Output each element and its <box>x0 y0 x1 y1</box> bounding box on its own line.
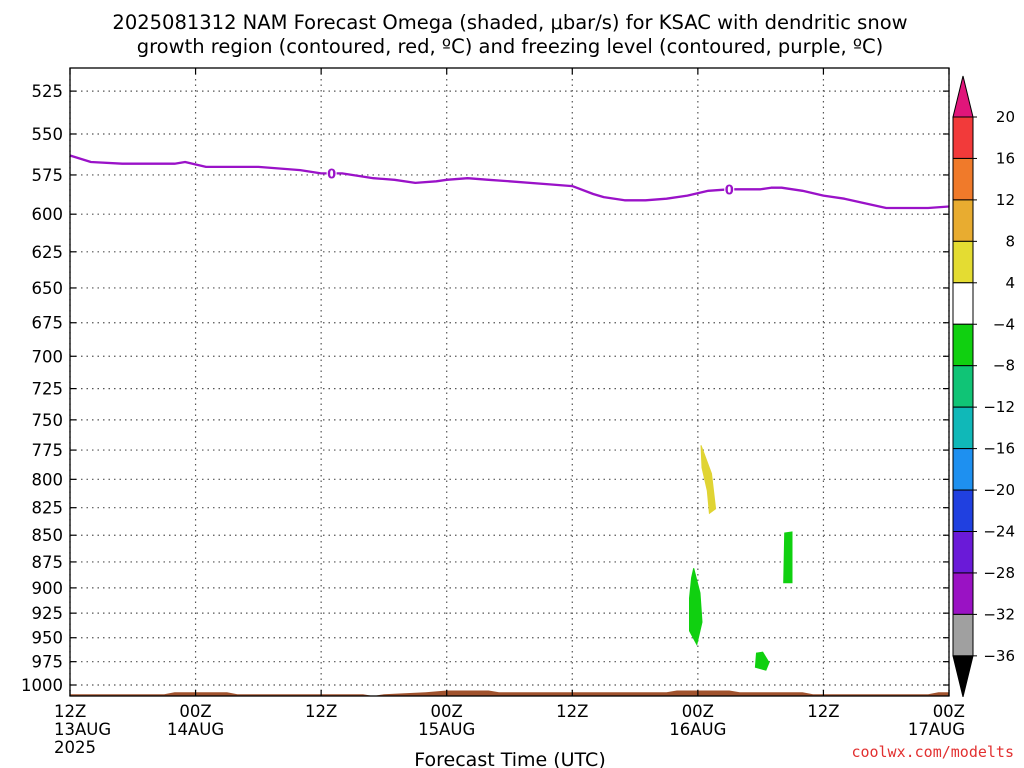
y-tick-label: 1000 <box>21 676 63 695</box>
colorbar-bin <box>952 406 974 450</box>
freezing-level-label: 0 <box>725 183 734 198</box>
colorbar-label: −4 <box>993 315 1015 333</box>
colorbar-min-arrow <box>952 655 974 697</box>
colorbar-bin <box>952 613 974 657</box>
y-tick-label: 650 <box>32 279 64 298</box>
chart-title-line-1: 2025081312 NAM Forecast Omega (shaded, μ… <box>112 11 907 34</box>
x-tick-label: 12Z <box>807 702 839 721</box>
freezing-level-contour: 00 <box>69 154 950 210</box>
x-tick-date: 17AUG <box>908 720 965 739</box>
freezing-label-bg-1 <box>724 182 735 197</box>
x-tick-date: 13AUG <box>54 720 111 739</box>
colorbar-label: −24 <box>983 523 1015 541</box>
y-tick-label: 825 <box>32 499 64 518</box>
surface-terrain <box>70 690 949 696</box>
y-tick-label: 875 <box>32 553 64 572</box>
x-tick-date: 16AUG <box>669 720 726 739</box>
x-tick-label: 00Z <box>933 702 965 721</box>
colorbar-bin <box>952 323 974 367</box>
omega-region-3 <box>754 651 770 671</box>
y-tick-label: 600 <box>32 205 64 224</box>
colorbar-label: −28 <box>983 564 1015 582</box>
y-tick-label: 775 <box>32 441 64 460</box>
colorbar: 20 16 12 8 4 −4 −8 −12 −16 −20 −24 −28 −32 −36 <box>952 75 1015 697</box>
y-tick-label: 675 <box>32 314 64 333</box>
colorbar-label: −16 <box>983 440 1015 458</box>
chart-title-line-2: growth region (contoured, red, ºC) and f… <box>137 35 884 58</box>
surface-fill <box>70 690 949 696</box>
colorbar-bin <box>952 531 974 574</box>
freezing-level-label: 0 <box>327 167 336 182</box>
colorbar-label: 12 <box>996 191 1015 209</box>
x-tick-year: 2025 <box>54 738 96 757</box>
colorbar-label: −20 <box>983 481 1015 499</box>
colorbar-label: 20 <box>996 108 1015 126</box>
colorbar-label: −8 <box>993 357 1015 375</box>
omega-region-2 <box>783 531 793 584</box>
y-tick-label: 700 <box>32 347 64 366</box>
colorbar-bin <box>952 448 974 491</box>
colorbar-bin <box>952 157 974 201</box>
y-tick-label: 800 <box>32 470 64 489</box>
y-tick-label: 575 <box>32 166 64 185</box>
colorbar-max-arrow <box>952 75 974 118</box>
omega-shading <box>689 445 793 671</box>
freezing-level-line <box>69 154 950 210</box>
freezing-label-bg-0 <box>326 166 337 181</box>
x-tick-date: 14AUG <box>167 720 224 739</box>
x-tick-label: 00Z <box>682 702 714 721</box>
plot-frame <box>69 67 950 697</box>
pressure-axis: 525 550 575 600 625 650 675 700 725 750 775 800 825 8… <box>21 82 949 695</box>
colorbar-bin <box>952 282 974 325</box>
colorbar-bin <box>952 199 974 242</box>
x-axis-label: Forecast Time (UTC) <box>414 749 605 768</box>
y-tick-label: 925 <box>32 604 64 623</box>
x-tick-label: 12Z <box>305 702 337 721</box>
credit-link[interactable]: coolwx.com/modelts <box>851 743 1014 761</box>
colorbar-label: 16 <box>996 149 1015 167</box>
colorbar-label: −12 <box>983 398 1015 416</box>
colorbar-label: −32 <box>983 605 1015 623</box>
colorbar-bin <box>952 365 974 408</box>
y-tick-label: 900 <box>32 579 64 598</box>
x-tick-label: 12Z <box>54 702 86 721</box>
colorbar-label: −36 <box>983 647 1015 665</box>
y-tick-label: 725 <box>32 380 64 399</box>
colorbar-label: 8 <box>1005 232 1015 250</box>
y-tick-label: 850 <box>32 526 64 545</box>
y-tick-label: 525 <box>32 82 64 101</box>
colorbar-bin <box>952 240 974 284</box>
y-tick-label: 975 <box>32 653 64 672</box>
colorbar-label: 4 <box>1005 274 1015 292</box>
omega-region-1 <box>689 568 703 646</box>
x-tick-label: 12Z <box>556 702 588 721</box>
colorbar-bin <box>952 572 974 615</box>
x-tick-date: 15AUG <box>418 720 475 739</box>
x-tick-label: 00Z <box>431 702 463 721</box>
x-tick-label: 00Z <box>179 702 211 721</box>
y-tick-label: 625 <box>32 243 64 262</box>
colorbar-bin <box>952 116 974 159</box>
colorbar-bin <box>952 489 974 532</box>
y-tick-label: 750 <box>32 411 64 430</box>
y-tick-label: 950 <box>32 629 64 648</box>
y-tick-label: 550 <box>32 125 64 144</box>
plot-area <box>70 68 949 696</box>
omega-region-0 <box>700 445 717 515</box>
